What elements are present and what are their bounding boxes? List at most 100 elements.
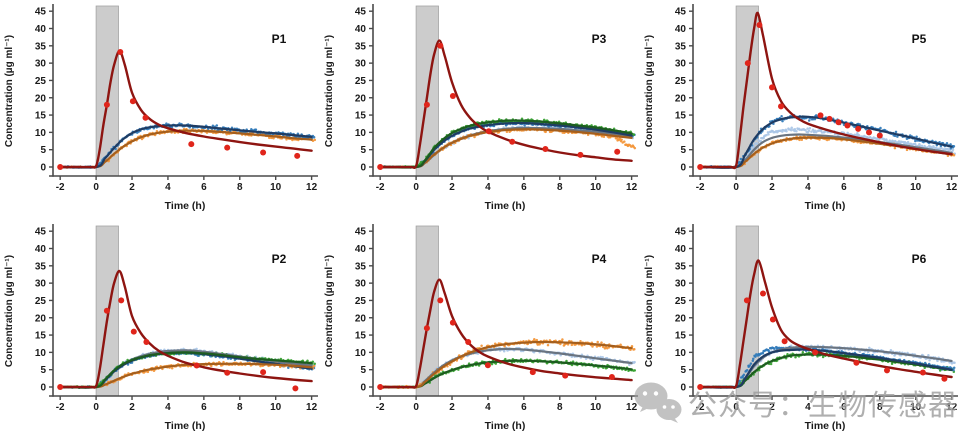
svg-text:8: 8 — [237, 402, 243, 413]
reference-red-dots — [697, 290, 948, 390]
svg-text:-2: -2 — [56, 402, 65, 413]
svg-text:40: 40 — [355, 244, 367, 255]
svg-text:40: 40 — [675, 244, 687, 255]
svg-text:4: 4 — [165, 182, 171, 193]
svg-text:-2: -2 — [56, 182, 65, 193]
svg-text:0: 0 — [413, 402, 419, 413]
x-axis-label: Time (h) — [485, 420, 526, 432]
svg-text:25: 25 — [35, 76, 47, 87]
x-axis-label: Time (h) — [485, 200, 526, 212]
y-axis-label: Concentration (µg ml⁻¹) — [4, 255, 15, 367]
svg-text:0: 0 — [93, 402, 99, 413]
svg-text:25: 25 — [675, 296, 687, 307]
svg-text:35: 35 — [35, 41, 47, 52]
svg-text:-2: -2 — [696, 182, 705, 193]
svg-text:4: 4 — [805, 402, 811, 413]
svg-text:15: 15 — [355, 331, 367, 342]
svg-text:35: 35 — [675, 261, 687, 272]
y-axis-label: Concentration (µg ml⁻¹) — [324, 35, 335, 147]
chart-panel-p4: -2 0 2 4 6 8 10 12 0 5 10 15 20 25 30 35 40 45 Concentrati… — [324, 224, 638, 432]
orange-sensor-fit-line — [59, 362, 313, 389]
svg-text:10: 10 — [590, 182, 602, 193]
svg-text:8: 8 — [877, 182, 883, 193]
svg-text:40: 40 — [35, 24, 47, 35]
reference-red-dots — [697, 22, 883, 170]
svg-text:20: 20 — [675, 93, 687, 104]
svg-text:20: 20 — [35, 313, 47, 324]
panel-label: P1 — [272, 32, 287, 46]
svg-text:25: 25 — [35, 296, 47, 307]
svg-text:2: 2 — [769, 182, 775, 193]
svg-text:5: 5 — [40, 365, 46, 376]
svg-text:10: 10 — [355, 128, 367, 139]
svg-text:15: 15 — [355, 111, 367, 122]
svg-text:45: 45 — [675, 7, 687, 18]
blue-sensor-fit-line — [699, 348, 953, 389]
svg-text:10: 10 — [590, 402, 602, 413]
svg-text:2: 2 — [769, 402, 775, 413]
panel-label: P6 — [912, 252, 927, 266]
svg-text:20: 20 — [355, 93, 367, 104]
blue-sensor-fit-line — [699, 115, 953, 169]
x-axis-label: Time (h) — [165, 200, 206, 212]
orange-sensor-fit-line — [379, 340, 633, 389]
reference-red-dots — [377, 297, 615, 390]
svg-text:0: 0 — [680, 162, 686, 173]
lightblue-sensor-fit-line — [699, 133, 953, 169]
reference-red-dots — [377, 42, 621, 170]
svg-text:2: 2 — [129, 402, 135, 413]
panel-label: P2 — [272, 252, 287, 266]
x-axis-label: Time (h) — [805, 420, 846, 432]
chart-panel-p1: -2 0 2 4 6 8 10 12 0 5 10 15 20 25 30 35 40 45 Concentrati… — [4, 4, 318, 212]
svg-text:20: 20 — [35, 93, 47, 104]
svg-text:5: 5 — [360, 365, 366, 376]
panel-label: P4 — [592, 252, 607, 266]
x-axis-label: Time (h) — [165, 420, 206, 432]
panel-label: P5 — [912, 32, 927, 46]
svg-text:12: 12 — [306, 182, 318, 193]
svg-text:20: 20 — [675, 313, 687, 324]
svg-text:8: 8 — [557, 402, 563, 413]
svg-text:8: 8 — [557, 182, 563, 193]
reference-red-curve — [378, 39, 633, 169]
svg-text:10: 10 — [270, 402, 282, 413]
svg-text:6: 6 — [841, 402, 847, 413]
orange-sensor-fit-line — [59, 129, 313, 169]
reference-red-curve — [698, 259, 953, 389]
svg-text:5: 5 — [680, 145, 686, 156]
green-sensor-fit-line — [699, 353, 953, 389]
svg-text:35: 35 — [355, 41, 367, 52]
green-sensor-fit-line — [379, 119, 633, 169]
svg-text:35: 35 — [35, 261, 47, 272]
chart-panel-p6: -2 0 2 4 6 8 10 12 0 5 10 15 20 25 30 35 40 45 Concentrati… — [644, 224, 958, 432]
svg-text:10: 10 — [675, 348, 687, 359]
svg-text:5: 5 — [40, 145, 46, 156]
svg-text:15: 15 — [35, 331, 47, 342]
svg-text:6: 6 — [201, 182, 207, 193]
svg-text:30: 30 — [355, 279, 367, 290]
svg-text:25: 25 — [355, 296, 367, 307]
svg-text:30: 30 — [35, 59, 47, 70]
svg-text:4: 4 — [485, 182, 491, 193]
svg-text:0: 0 — [680, 382, 686, 393]
svg-text:6: 6 — [201, 402, 207, 413]
svg-text:25: 25 — [675, 76, 687, 87]
svg-text:0: 0 — [360, 162, 366, 173]
svg-text:2: 2 — [129, 182, 135, 193]
chart-panel-p3: -2 0 2 4 6 8 10 12 0 5 10 15 20 25 30 35 40 45 Concentrati… — [324, 4, 638, 212]
svg-text:10: 10 — [675, 128, 687, 139]
svg-text:45: 45 — [35, 227, 47, 238]
svg-text:40: 40 — [35, 244, 47, 255]
svg-text:25: 25 — [355, 76, 367, 87]
svg-text:45: 45 — [35, 7, 47, 18]
svg-text:0: 0 — [40, 162, 46, 173]
svg-text:0: 0 — [413, 182, 419, 193]
svg-text:-2: -2 — [376, 182, 385, 193]
svg-text:10: 10 — [910, 182, 922, 193]
svg-text:8: 8 — [877, 402, 883, 413]
svg-text:10: 10 — [35, 348, 47, 359]
y-axis-label: Concentration (µg ml⁻¹) — [644, 35, 655, 147]
svg-text:6: 6 — [841, 182, 847, 193]
